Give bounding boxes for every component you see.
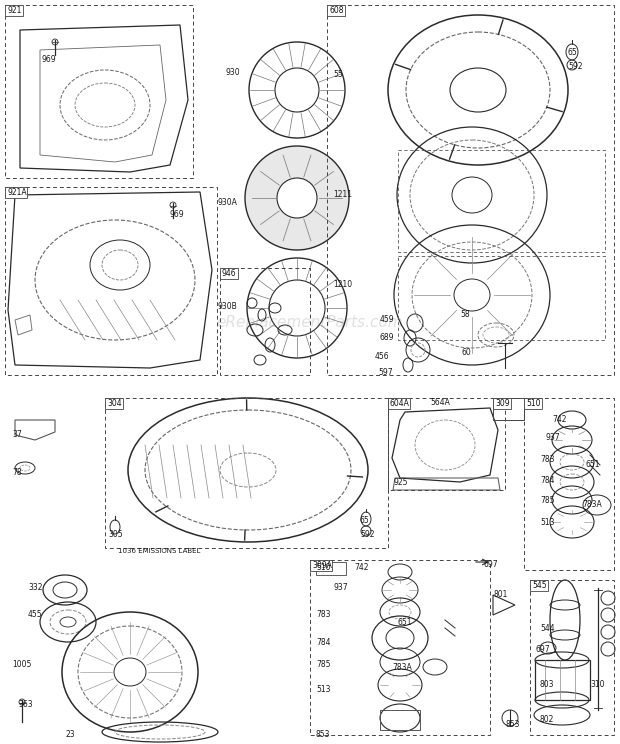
Text: 597: 597	[378, 368, 392, 377]
Text: 544: 544	[540, 624, 555, 633]
Text: 651: 651	[585, 460, 600, 469]
Ellipse shape	[245, 146, 349, 250]
Text: 60: 60	[462, 348, 472, 357]
Bar	[493, 398, 524, 420]
Text: 1005: 1005	[12, 660, 32, 669]
Text: 545: 545	[532, 581, 547, 590]
Bar	[105, 398, 388, 548]
Bar	[5, 5, 22, 16]
Text: 937: 937	[333, 583, 348, 592]
Text: 309: 309	[495, 399, 510, 408]
Text: 310: 310	[590, 680, 604, 689]
Text: 37: 37	[12, 430, 22, 439]
Text: 925: 925	[393, 478, 407, 487]
Text: 921A: 921A	[7, 188, 27, 197]
Text: 937: 937	[545, 433, 560, 442]
Ellipse shape	[277, 178, 317, 218]
Bar	[388, 398, 505, 490]
Text: 55: 55	[333, 70, 343, 79]
Text: 309A: 309A	[312, 561, 332, 570]
Text: 510: 510	[526, 399, 541, 408]
Bar	[380, 710, 420, 730]
Bar	[220, 268, 237, 279]
Text: 742: 742	[354, 563, 368, 572]
Text: 455: 455	[28, 610, 43, 619]
Text: 23: 23	[65, 730, 74, 739]
Text: 305: 305	[108, 530, 123, 539]
Text: 1036 EMISSIONS LABEL: 1036 EMISSIONS LABEL	[118, 548, 200, 554]
Text: 564A: 564A	[430, 398, 450, 407]
Text: 946: 946	[222, 269, 237, 278]
Text: 783: 783	[316, 610, 330, 619]
Text: 459: 459	[380, 315, 394, 324]
Text: 783A: 783A	[392, 663, 412, 672]
Text: 783: 783	[540, 455, 554, 464]
Bar	[530, 580, 547, 591]
Text: 513: 513	[316, 685, 330, 694]
Text: 969: 969	[42, 55, 56, 64]
Bar	[310, 560, 332, 571]
Bar	[5, 187, 27, 198]
Text: 785: 785	[316, 660, 330, 669]
Text: 784: 784	[540, 476, 554, 485]
Bar	[327, 5, 345, 16]
Text: 1210: 1210	[333, 280, 352, 289]
Text: 456: 456	[375, 352, 389, 361]
Bar	[530, 580, 614, 735]
Text: 604A: 604A	[390, 399, 410, 408]
Text: eReplacementParts.com: eReplacementParts.com	[216, 315, 404, 330]
Text: 783A: 783A	[582, 500, 602, 509]
Text: 689: 689	[380, 333, 394, 342]
Bar	[327, 5, 614, 375]
Text: 363: 363	[18, 700, 33, 709]
Bar	[105, 398, 123, 409]
Bar	[535, 660, 590, 700]
Text: 802: 802	[540, 715, 554, 724]
Text: 930A: 930A	[218, 198, 238, 207]
Text: 58: 58	[460, 310, 469, 319]
Text: 853: 853	[505, 720, 520, 729]
Bar	[220, 268, 310, 375]
Text: 592: 592	[360, 530, 374, 539]
Text: 742: 742	[552, 415, 567, 424]
Text: 930B: 930B	[218, 302, 237, 311]
Bar	[388, 398, 410, 409]
Text: 803: 803	[540, 680, 554, 689]
Bar	[524, 398, 614, 570]
Text: 784: 784	[316, 638, 330, 647]
Bar	[524, 398, 541, 409]
Text: 65: 65	[360, 516, 370, 525]
Bar	[5, 187, 217, 375]
Bar	[493, 398, 510, 409]
Text: 78: 78	[12, 468, 22, 477]
Text: 510: 510	[316, 563, 330, 572]
Text: 801: 801	[493, 590, 507, 599]
Text: 853: 853	[316, 730, 330, 739]
Bar	[398, 256, 605, 340]
Text: 697: 697	[535, 645, 549, 654]
Bar	[316, 562, 346, 575]
Text: 304: 304	[107, 399, 122, 408]
Text: 785: 785	[540, 496, 554, 505]
Text: 513: 513	[540, 518, 554, 527]
Text: 592: 592	[568, 62, 583, 71]
Text: 969: 969	[170, 210, 185, 219]
Text: 65: 65	[568, 48, 578, 57]
Text: 1211: 1211	[333, 190, 352, 199]
Text: 608: 608	[329, 6, 343, 15]
Text: 930: 930	[226, 68, 241, 77]
Text: 697: 697	[483, 560, 498, 569]
Bar	[310, 560, 490, 735]
Bar	[398, 150, 605, 252]
Text: 332: 332	[28, 583, 43, 592]
Bar	[5, 5, 193, 178]
Text: 921: 921	[7, 6, 21, 15]
Text: 651: 651	[397, 618, 412, 627]
